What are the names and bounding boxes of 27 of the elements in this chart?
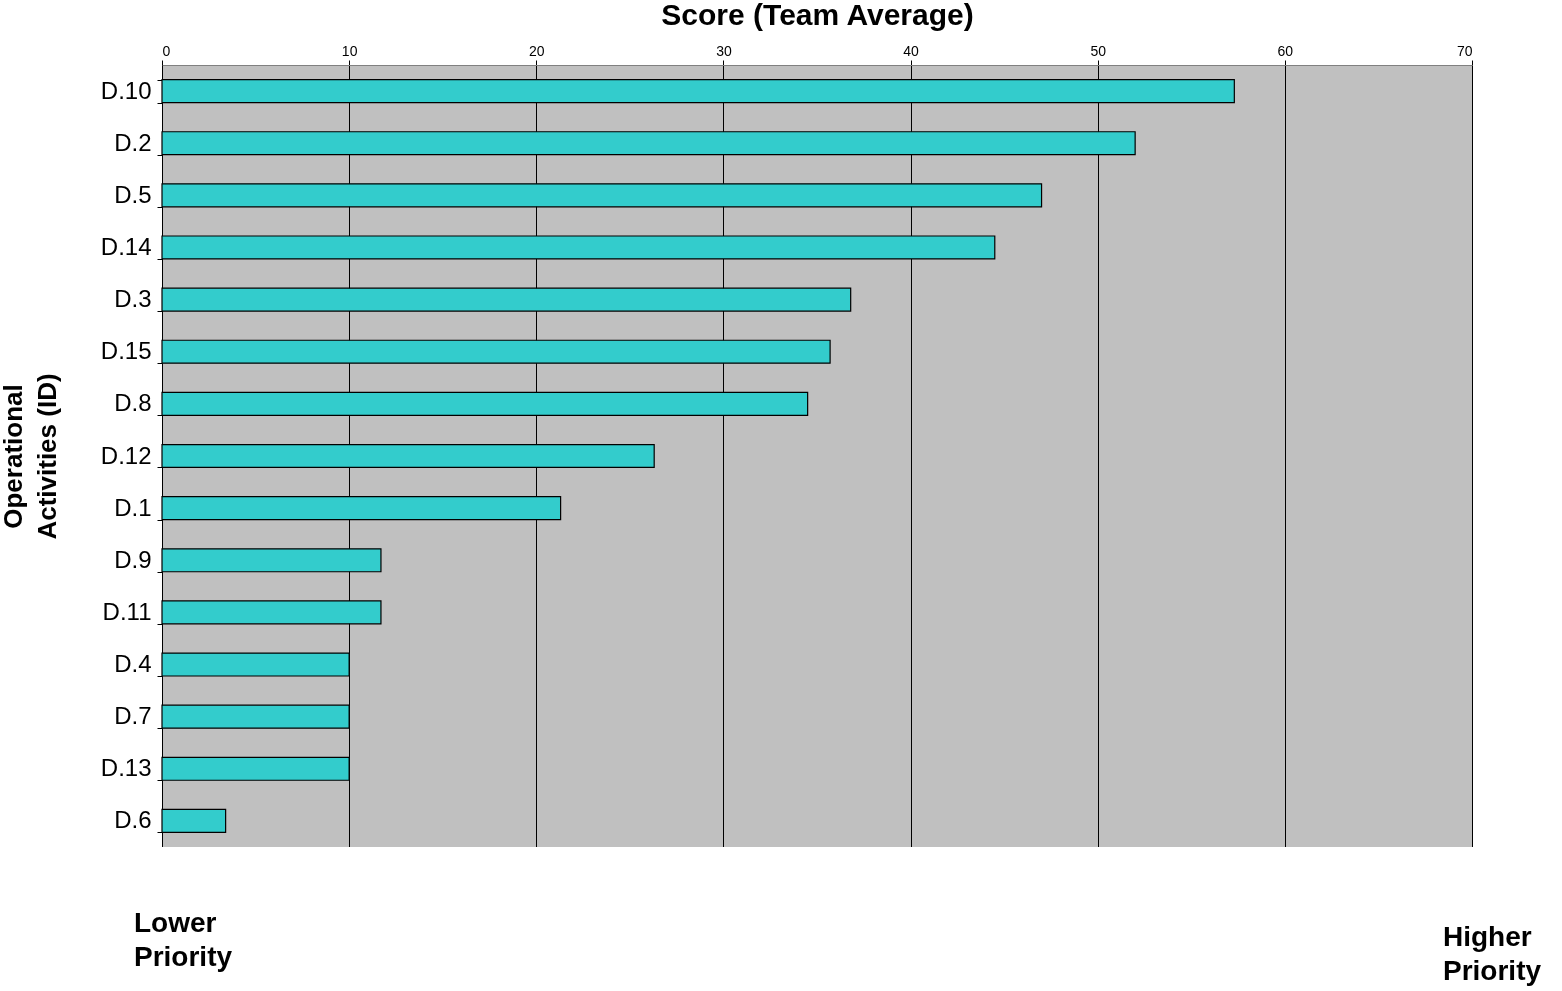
- x-axis-title: Score (Team Average): [661, 0, 974, 31]
- y-tick-label: D.12: [100, 441, 152, 469]
- x-tick-label: 50: [1090, 42, 1107, 59]
- x-tick-label: 30: [716, 42, 732, 59]
- y-tick-label: D.14: [100, 232, 152, 260]
- y-tick-label: D.8: [114, 389, 152, 417]
- y-tick-label: D.9: [114, 545, 152, 573]
- y-tick-label: D.11: [102, 597, 152, 625]
- y-tick-label: D.15: [100, 337, 152, 365]
- x-tick-label: 60: [1277, 42, 1294, 59]
- x-tick-label: 0: [162, 42, 171, 59]
- x-tick-label: 40: [903, 42, 920, 59]
- y-tick-label: D.2: [114, 128, 152, 156]
- text: Higher Priority: [1443, 920, 1543, 988]
- y-tick-label: D.5: [114, 180, 152, 208]
- y-tick-label: D.7: [114, 702, 152, 730]
- y-tick-label: D.13: [100, 754, 152, 782]
- y-tick-label: D.4: [114, 650, 152, 678]
- x-tick-label: 10: [341, 42, 358, 59]
- y-tick-label: D.10: [100, 76, 152, 104]
- x-tick-label: 20: [529, 42, 545, 59]
- y-axis-title: Operational Activities (ID): [0, 373, 62, 540]
- y-tick-label: D.1: [114, 493, 152, 521]
- y-tick-label: D.3: [114, 285, 152, 313]
- x-tick-label: 70: [1456, 42, 1473, 59]
- y-tick-label: D.6: [114, 806, 152, 834]
- text: Lower Priority: [134, 906, 234, 974]
